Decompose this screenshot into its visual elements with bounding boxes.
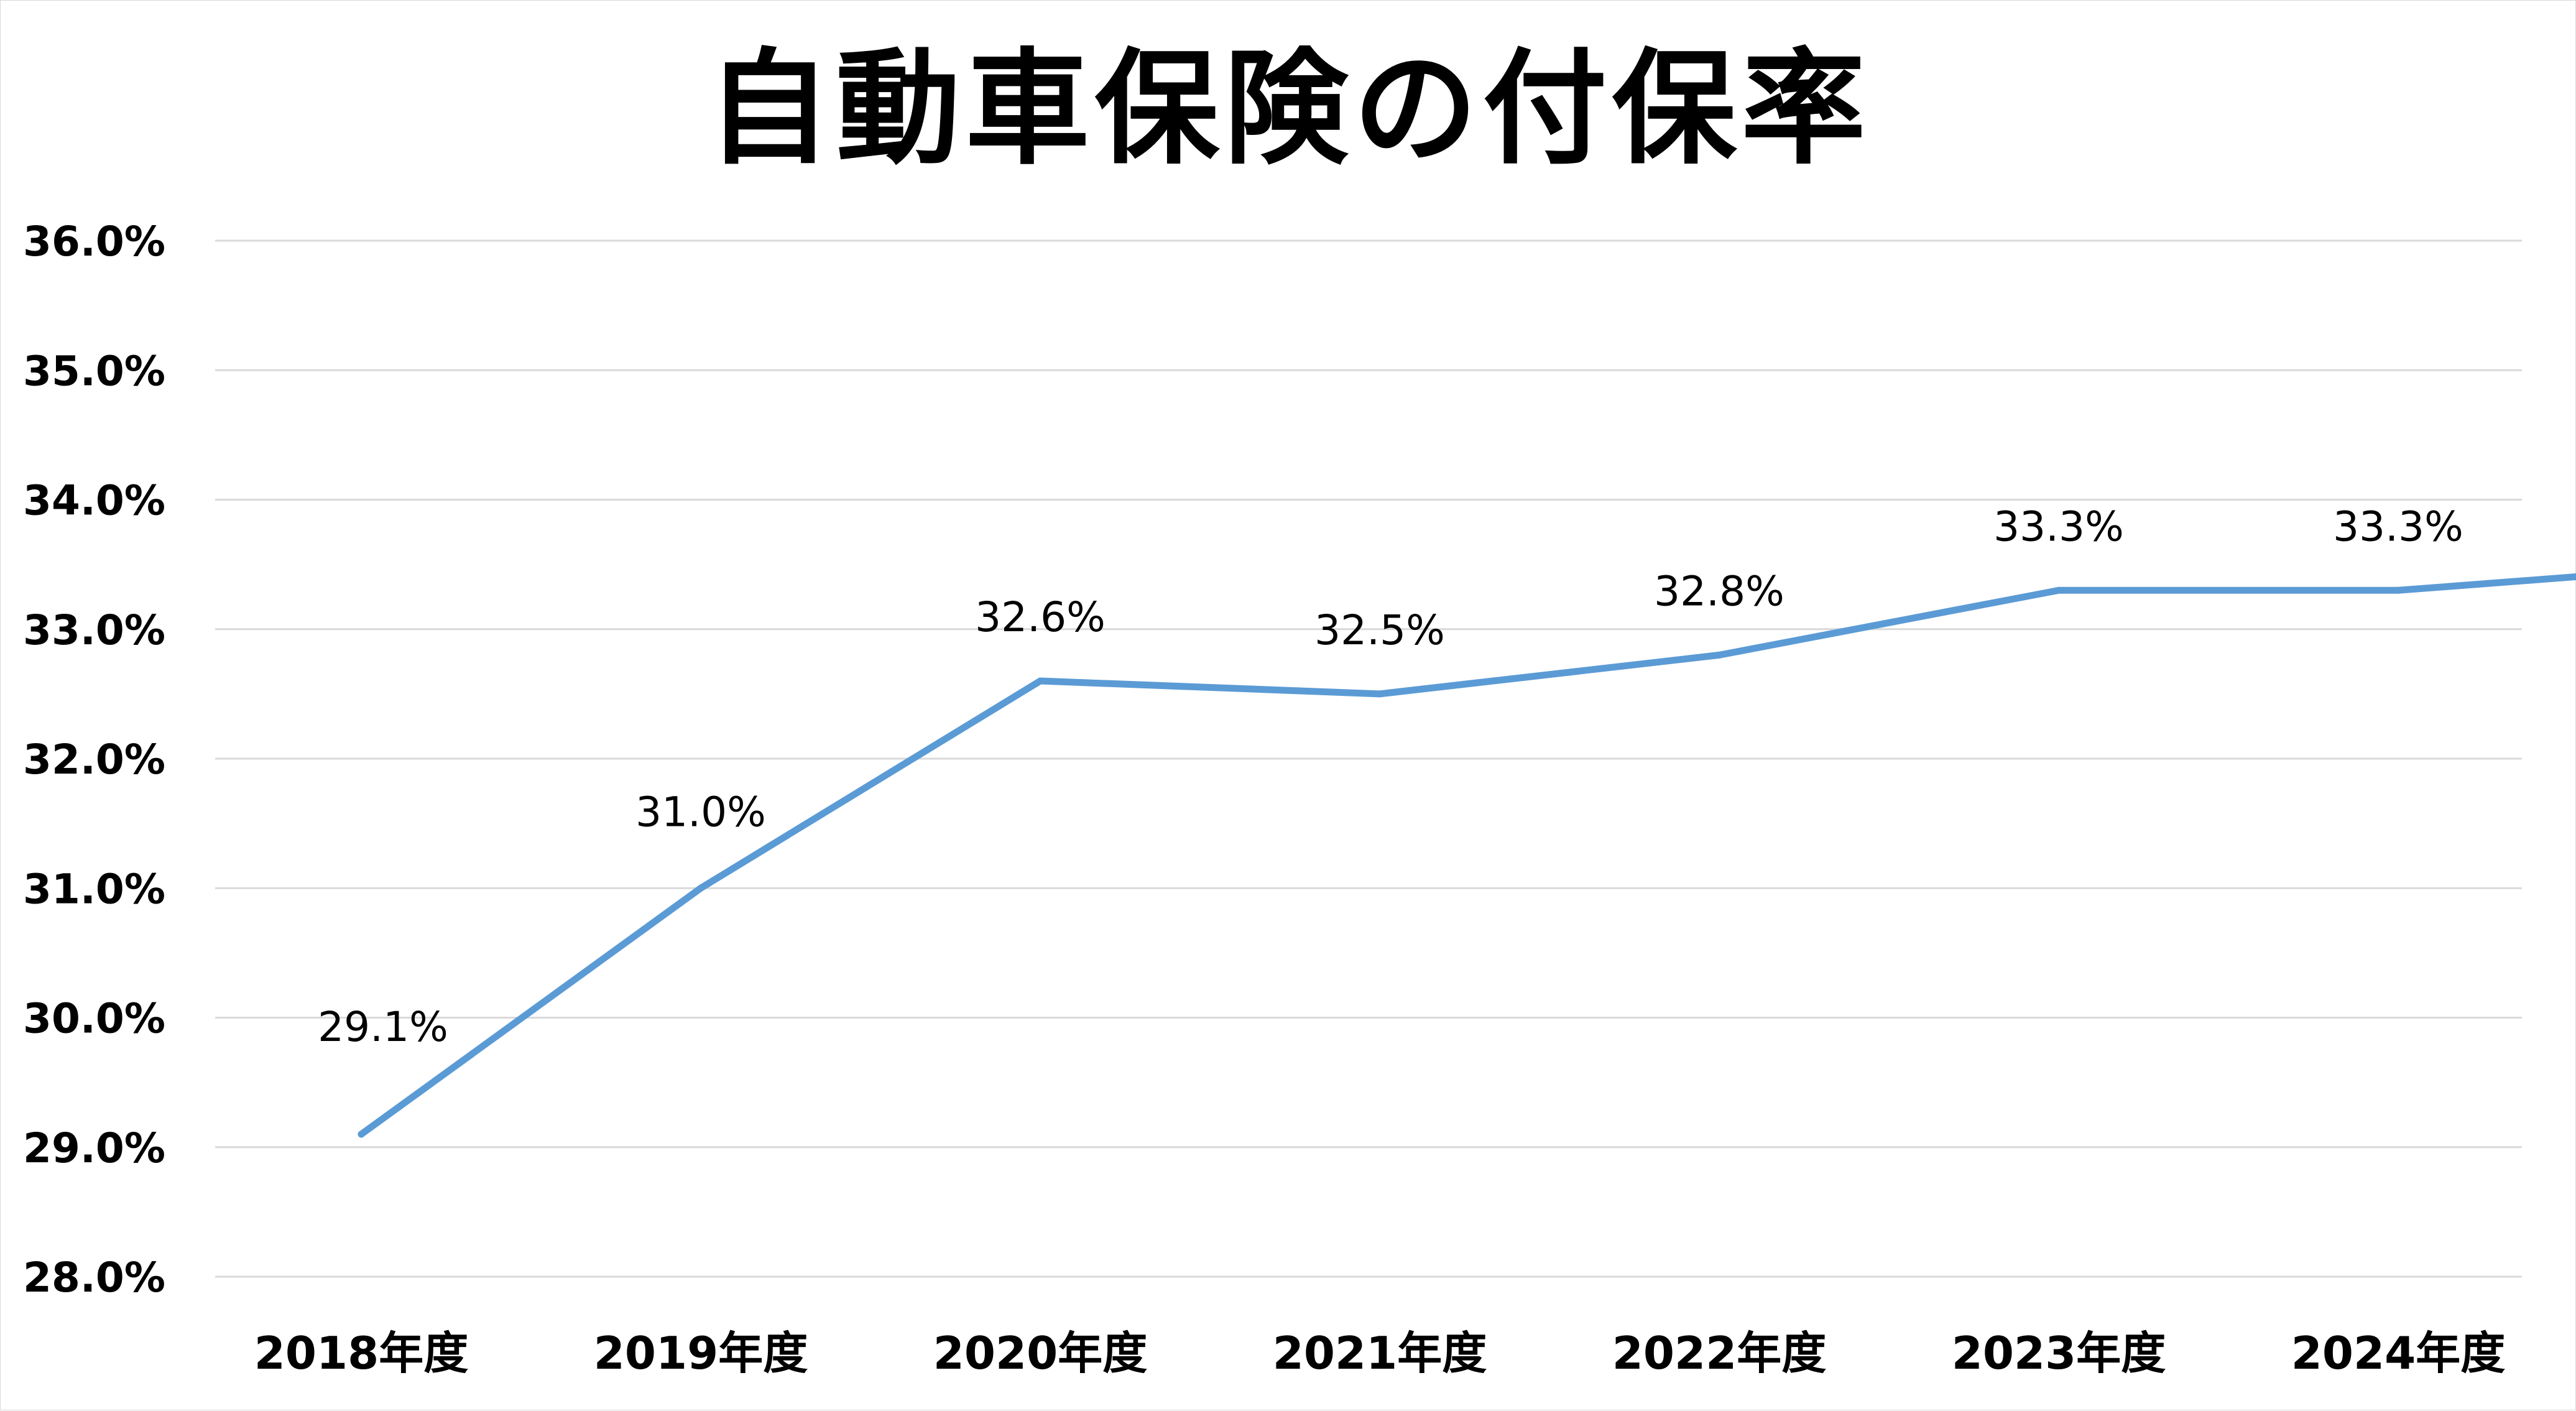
x-tick-label: 2019年度 — [594, 1327, 808, 1379]
data-label: 32.6% — [975, 593, 1106, 641]
x-axis-tick-labels: 2018年度 2019年度 2020年度 2021年度 2022年度 2023年度 2024… — [254, 1327, 2576, 1379]
data-label: 29.1% — [318, 1003, 448, 1051]
y-tick-label: 31.0% — [23, 865, 165, 913]
series-line — [361, 565, 2576, 1134]
gridlines — [215, 241, 2522, 1277]
y-tick-label: 34.0% — [23, 477, 165, 525]
y-tick-label: 29.0% — [23, 1124, 165, 1172]
x-tick-label: 2023年度 — [1952, 1327, 2166, 1379]
y-tick-label: 36.0% — [23, 218, 165, 266]
y-tick-label: 32.0% — [23, 736, 165, 784]
x-tick-label: 2022年度 — [1612, 1327, 1826, 1379]
data-point — [1377, 690, 1383, 697]
data-point — [1037, 678, 1044, 685]
x-tick-label: 2020年度 — [933, 1327, 1147, 1379]
data-point — [2395, 587, 2402, 594]
y-tick-label: 33.0% — [23, 606, 165, 654]
y-axis-tick-labels: 28.0% 29.0% 30.0% 31.0% 32.0% 33.0% 34.0% 35.0%… — [23, 218, 165, 1302]
x-tick-label: 2024年度 — [2291, 1327, 2505, 1379]
y-tick-label: 30.0% — [23, 995, 165, 1043]
data-point — [1716, 652, 1723, 659]
data-label: 31.0% — [635, 788, 766, 836]
data-label: 32.5% — [1314, 606, 1445, 654]
x-tick-label: 2018年度 — [254, 1327, 468, 1379]
data-label: 33.3% — [1993, 502, 2124, 550]
series-group — [358, 561, 2576, 1137]
data-label: 33.3% — [2333, 502, 2463, 550]
data-point — [698, 885, 704, 892]
data-label: 32.8% — [1654, 567, 1784, 615]
data-point — [2056, 587, 2062, 594]
y-tick-label: 35.0% — [23, 347, 165, 395]
data-labels: 29.1%31.0%32.6%32.5%32.8%33.3%33.3%33.5% — [318, 494, 2576, 1051]
data-point — [358, 1131, 365, 1137]
y-tick-label: 28.0% — [23, 1254, 165, 1302]
x-tick-label: 2021年度 — [1273, 1327, 1487, 1379]
